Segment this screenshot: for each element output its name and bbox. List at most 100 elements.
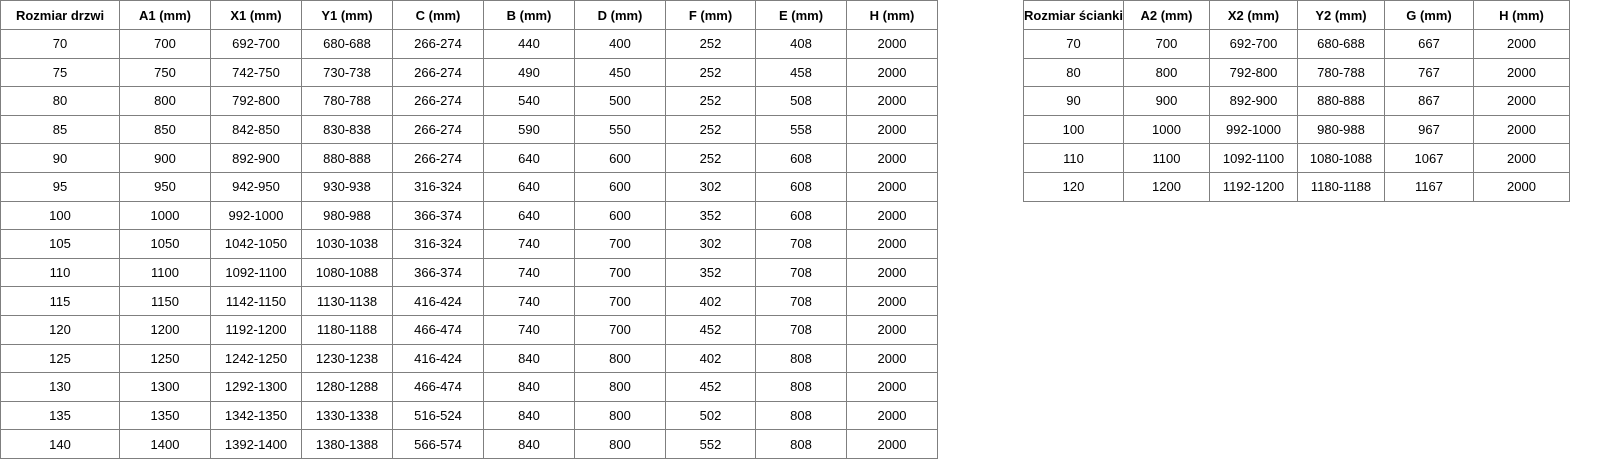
table-cell: 780-788 [1297, 57, 1385, 88]
table-cell: 316-324 [392, 171, 484, 202]
table-cell: 692-700 [210, 29, 302, 59]
table-row: 120 1200 1192-1200 1180-1188 466-474 740 700 45… [0, 314, 938, 345]
table-cell: 2000 [1473, 143, 1570, 173]
table-cell: 552 [665, 429, 756, 459]
table-cell: 667 [1384, 29, 1474, 59]
table-cell: 266-274 [392, 57, 484, 88]
table-cell: 252 [665, 29, 756, 59]
table-cell: 1250 [119, 343, 211, 374]
table-cell: 2000 [1473, 114, 1570, 145]
table-cell: 700 [574, 257, 666, 288]
table-cell: 1392-1400 [210, 429, 302, 459]
table-cell: 1100 [1123, 143, 1210, 173]
table-cell: 80 [0, 86, 120, 116]
table-cell: 80 [1023, 57, 1124, 88]
table-cell: 75 [0, 57, 120, 88]
table-cell: 490 [483, 57, 575, 88]
table-cell: 740 [483, 229, 575, 259]
table-cell: 1330-1338 [301, 400, 393, 431]
table-cell: 742-750 [210, 57, 302, 88]
table-cell: 892-900 [1209, 86, 1298, 116]
table-cell: 1230-1238 [301, 343, 393, 374]
column-header: G (mm) [1384, 0, 1474, 30]
table-cell: 942-950 [210, 171, 302, 202]
column-header: Rozmiar ścianki [1023, 0, 1124, 30]
table-cell: 808 [755, 372, 847, 402]
table-row: 100 1000 992-1000 980-988 366-374 640 600 352 60… [0, 200, 938, 231]
table-cell: 880-888 [301, 143, 393, 173]
table-cell: 266-274 [392, 29, 484, 59]
column-header: Y1 (mm) [301, 0, 393, 30]
table-cell: 880-888 [1297, 86, 1385, 116]
table-cell: 700 [574, 229, 666, 259]
table-cell: 708 [755, 314, 847, 345]
column-header: A1 (mm) [119, 0, 211, 30]
table-cell: 800 [119, 86, 211, 116]
table-cell: 1400 [119, 429, 211, 459]
table-cell: 740 [483, 286, 575, 316]
table-cell: 70 [0, 29, 120, 59]
table-cell: 700 [119, 29, 211, 59]
table-cell: 1242-1250 [210, 343, 302, 374]
table-cell: 967 [1384, 114, 1474, 145]
table-row: 110 1100 1092-1100 1080-1088 1067 2000 [1023, 143, 1570, 173]
table-cell: 1080-1088 [1297, 143, 1385, 173]
table-cell: 800 [574, 429, 666, 459]
table-cell: 120 [1023, 171, 1124, 202]
column-header: F (mm) [665, 0, 756, 30]
table-cell: 252 [665, 86, 756, 116]
table-cell: 416-424 [392, 286, 484, 316]
table-cell: 800 [574, 372, 666, 402]
table-cell: 2000 [846, 114, 938, 145]
table-cell: 70 [1023, 29, 1124, 59]
table-cell: 1380-1388 [301, 429, 393, 459]
table-cell: 950 [119, 171, 211, 202]
table-cell: 2000 [1473, 29, 1570, 59]
table-cell: 1167 [1384, 171, 1474, 202]
column-header: Rozmiar drzwi [0, 0, 120, 30]
table-cell: 900 [1123, 86, 1210, 116]
table-cell: 1092-1100 [210, 257, 302, 288]
table-cell: 252 [665, 57, 756, 88]
table-cell: 450 [574, 57, 666, 88]
table-row: 135 1350 1342-1350 1330-1338 516-524 840 800 50… [0, 400, 938, 431]
table-cell: 750 [119, 57, 211, 88]
table-cell: 2000 [846, 86, 938, 116]
table-cell: 708 [755, 257, 847, 288]
column-header: H (mm) [846, 0, 938, 30]
table-cell: 767 [1384, 57, 1474, 88]
table-cell: 708 [755, 229, 847, 259]
table-cell: 500 [574, 86, 666, 116]
table-cell: 402 [665, 286, 756, 316]
table-cell: 120 [0, 314, 120, 345]
table-cell: 458 [755, 57, 847, 88]
door-sizes-table: Rozmiar drzwi A1 (mm) X1 (mm) Y1 (mm) C (mm)… [0, 0, 938, 459]
table-cell: 700 [574, 314, 666, 345]
table-cell: 830-838 [301, 114, 393, 145]
table-cell: 730-738 [301, 57, 393, 88]
table-cell: 590 [483, 114, 575, 145]
table-row: 90 900 892-900 880-888 867 2000 [1023, 86, 1570, 116]
table-cell: 780-788 [301, 86, 393, 116]
table-cell: 1000 [1123, 114, 1210, 145]
table-cell: 95 [0, 171, 120, 202]
table-cell: 2000 [846, 143, 938, 173]
table-cell: 900 [119, 143, 211, 173]
table-cell: 840 [483, 400, 575, 431]
table-cell: 252 [665, 143, 756, 173]
table-cell: 115 [0, 286, 120, 316]
column-header: E (mm) [755, 0, 847, 30]
table-row: 120 1200 1192-1200 1180-1188 1167 2000 [1023, 171, 1570, 202]
table-cell: 708 [755, 286, 847, 316]
wall-sizes-table: Rozmiar ścianki A2 (mm) X2 (mm) Y2 (mm) G (m… [1023, 0, 1570, 202]
table-cell: 516-524 [392, 400, 484, 431]
table-header-row: Rozmiar drzwi A1 (mm) X1 (mm) Y1 (mm) C (mm)… [0, 0, 938, 30]
table-cell: 1130-1138 [301, 286, 393, 316]
column-header: A2 (mm) [1123, 0, 1210, 30]
table-cell: 2000 [846, 57, 938, 88]
table-cell: 840 [483, 372, 575, 402]
table-cell: 1000 [119, 200, 211, 231]
table-cell: 1092-1100 [1209, 143, 1298, 173]
table-cell: 125 [0, 343, 120, 374]
table-cell: 466-474 [392, 372, 484, 402]
